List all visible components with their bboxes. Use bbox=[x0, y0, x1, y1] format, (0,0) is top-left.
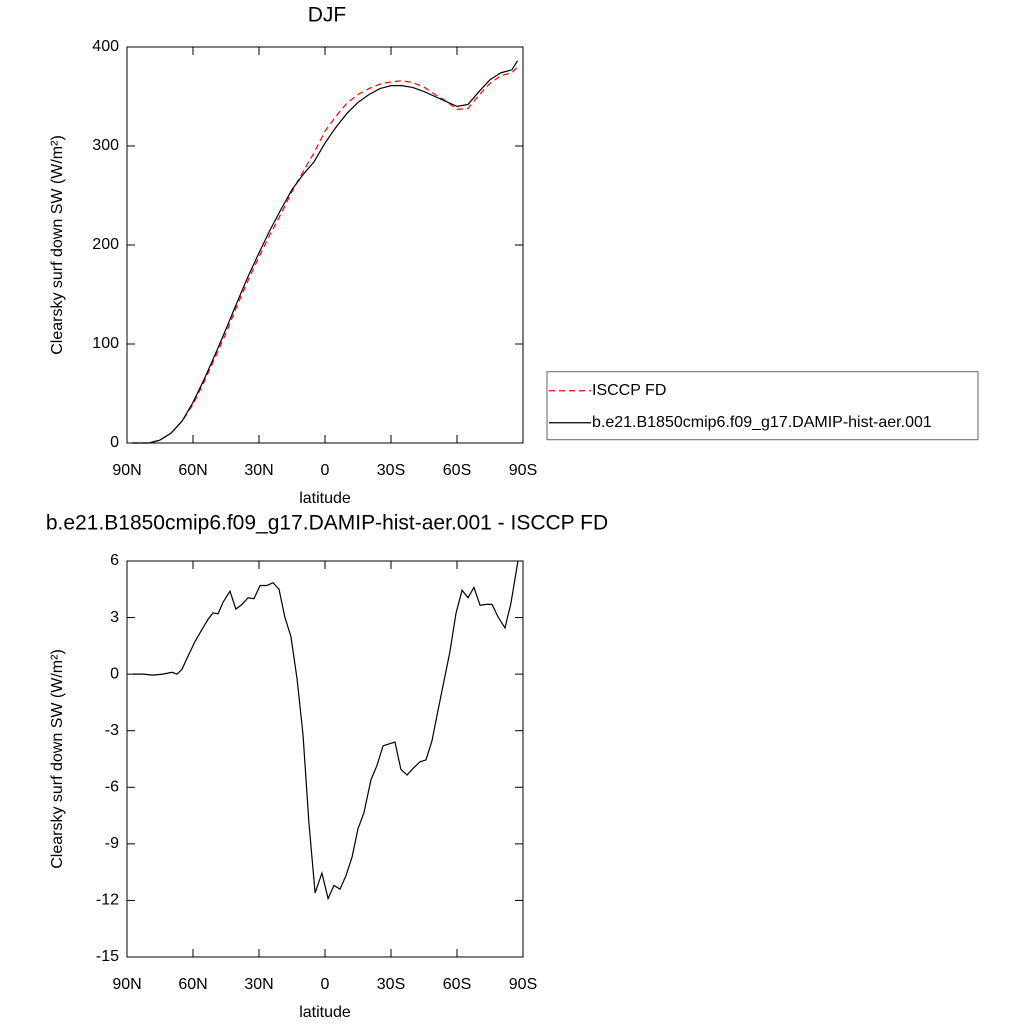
y-tick-label: -9 bbox=[105, 835, 119, 852]
plot-frame bbox=[126, 560, 524, 958]
x-tick-label: 30N bbox=[244, 462, 273, 479]
x-tick-label: 30S bbox=[377, 976, 405, 993]
x-tick-label: 0 bbox=[321, 462, 330, 479]
y-tick-label: 3 bbox=[110, 609, 119, 626]
chart-title: b.e21.B1850cmip6.f09_g17.DAMIP-hist-aer.… bbox=[46, 512, 608, 535]
x-tick-label: 60N bbox=[178, 462, 207, 479]
legend-label: b.e21.B1850cmip6.f09_g17.DAMIP-hist-aer.… bbox=[592, 414, 932, 431]
y-axis-label: Clearsky surf down SW (W/m²) bbox=[49, 649, 66, 869]
x-tick-label: 0 bbox=[321, 976, 330, 993]
y-tick-label: 400 bbox=[92, 38, 119, 55]
x-tick-label: 30N bbox=[244, 976, 273, 993]
x-tick-label: 90S bbox=[509, 462, 537, 479]
x-axis-label: latitude bbox=[299, 1004, 351, 1021]
legend: ISCCP FD b.e21.B1850cmip6.f09_g17.DAMIP-h… bbox=[546, 371, 979, 441]
y-tick-label: -3 bbox=[105, 722, 119, 739]
y-tick-label: 100 bbox=[92, 335, 119, 352]
legend-box bbox=[546, 371, 979, 441]
y-axis-label: Clearsky surf down SW (W/m²) bbox=[49, 135, 66, 355]
plot-frame bbox=[126, 46, 524, 444]
x-tick-label: 90N bbox=[112, 976, 141, 993]
x-tick-label: 90S bbox=[509, 976, 537, 993]
data-line bbox=[132, 60, 519, 444]
x-tick-label: 60S bbox=[443, 976, 471, 993]
data-line bbox=[132, 66, 518, 444]
y-tick-label: -12 bbox=[96, 892, 119, 909]
x-axis-label: latitude bbox=[299, 490, 351, 507]
x-tick-label: 90N bbox=[112, 462, 141, 479]
chart-title: DJF bbox=[308, 4, 347, 27]
data-line bbox=[132, 560, 519, 901]
y-tick-label: 6 bbox=[110, 552, 119, 569]
y-tick-label: 300 bbox=[92, 137, 119, 154]
x-tick-label: 60S bbox=[443, 462, 471, 479]
y-tick-label: -15 bbox=[96, 948, 119, 965]
legend-label: ISCCP FD bbox=[592, 382, 666, 399]
x-tick-label: 30S bbox=[377, 462, 405, 479]
y-tick-label: 0 bbox=[110, 434, 119, 451]
y-tick-label: 0 bbox=[110, 665, 119, 682]
y-tick-label: 200 bbox=[92, 236, 119, 253]
x-tick-label: 60N bbox=[178, 976, 207, 993]
y-tick-label: -6 bbox=[105, 779, 119, 796]
